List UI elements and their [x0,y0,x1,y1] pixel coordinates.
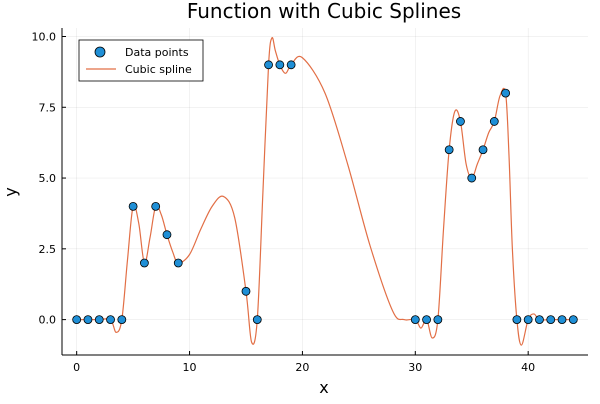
data-point [241,286,251,296]
y-tick-label: 7.5 [39,101,57,114]
y-tick-label: 2.5 [39,243,57,256]
data-point [72,315,82,325]
data-point [523,315,533,325]
data-point [512,315,522,325]
data-point [139,258,149,268]
data-point [557,315,567,325]
data-point [444,145,454,155]
data-point [264,60,273,70]
data-point [489,117,499,126]
data-point [106,315,115,325]
points-layer [72,60,578,325]
data-point [94,315,104,325]
x-tick-label: 10 [183,361,197,374]
data-point [173,258,183,268]
data-point [162,230,172,240]
y-tick-label: 0.0 [39,314,57,327]
x-tick-label: 30 [408,361,422,374]
grid [62,28,588,355]
data-point [535,315,544,325]
data-point [410,315,420,325]
legend-label-cubic-spline: Cubic spline [125,63,192,76]
data-point [117,315,127,325]
data-point [546,315,556,325]
x-tick-label: 40 [521,361,535,374]
y-tick-label: 10.0 [32,30,57,43]
data-point [568,315,578,325]
chart-title: Function with Cubic Splines [187,0,461,23]
data-point [151,201,161,211]
data-point [422,315,431,325]
axes [61,28,588,356]
x-tick-label: 0 [73,361,80,374]
data-point [128,201,138,211]
data-point [275,60,285,70]
data-point [433,315,443,325]
data-point [456,117,465,126]
ticks: 0 10 20 30 40 0.0 2.5 5.0 7.5 10.0 [32,30,536,374]
data-point [252,315,262,325]
y-axis-label: y [1,187,20,196]
legend-marker-data-points [94,46,106,58]
x-tick-label: 20 [295,361,309,374]
data-point [467,173,477,183]
legend-label-data-points: Data points [125,46,189,59]
data-point [286,60,296,70]
data-point [478,145,488,155]
data-point [83,315,93,325]
data-point [501,88,511,98]
x-axis-label: x [319,378,328,397]
y-tick-label: 5.0 [39,172,57,185]
legend: Data points Cubic spline [78,39,204,82]
